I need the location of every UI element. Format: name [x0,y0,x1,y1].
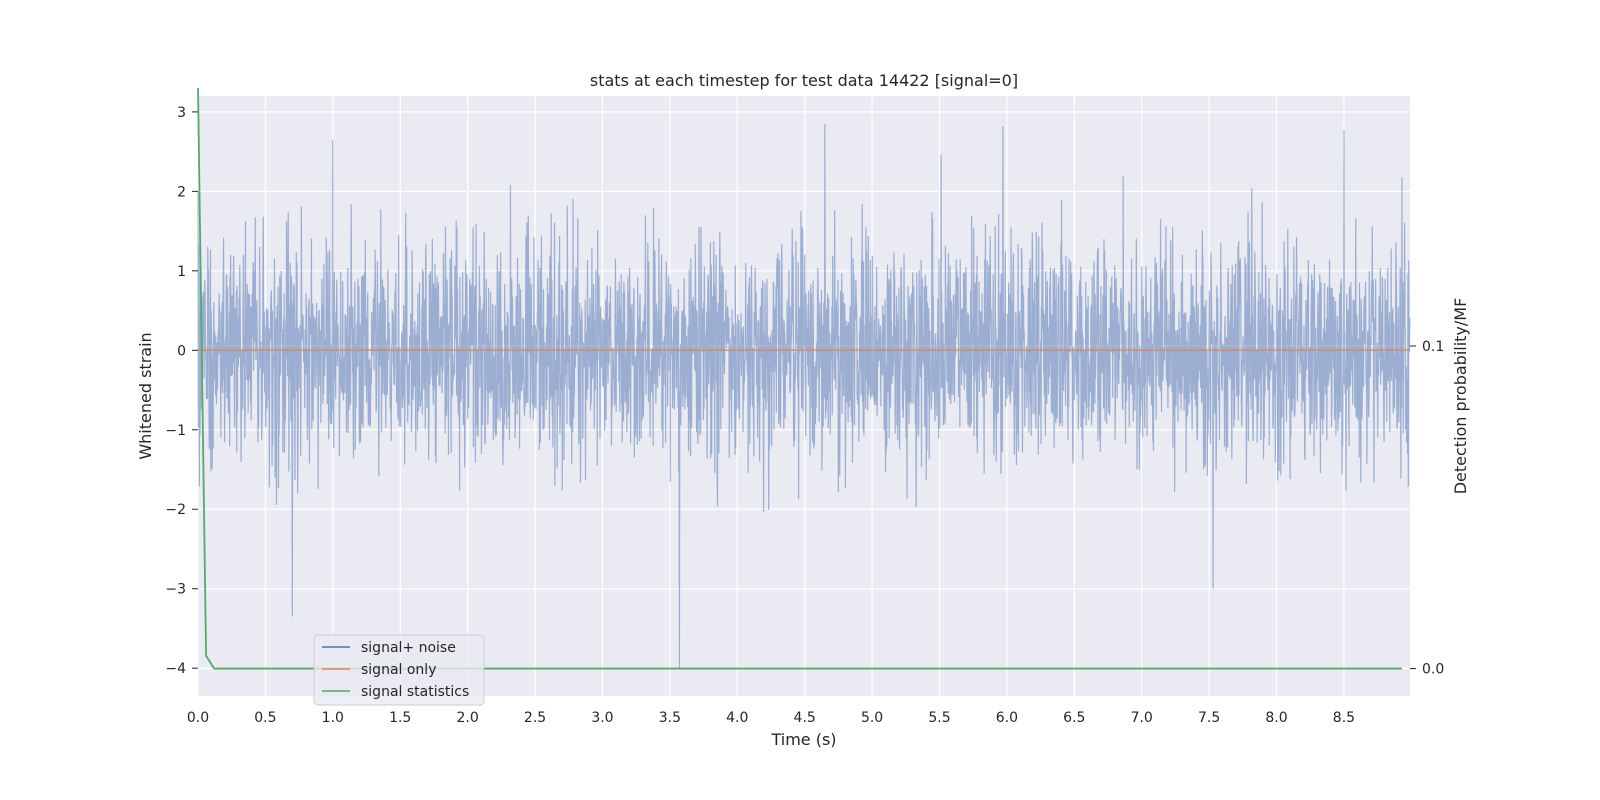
y-tick-label: 1 [177,264,186,280]
x-tick-label: 2.5 [524,710,546,726]
x-axis-title: Time (s) [770,730,836,749]
x-tick-label: 0.0 [187,710,209,726]
y-tick-label: −1 [165,423,186,439]
legend: signal+ noise signal only signal statist… [313,634,485,706]
x-tick-label: 7.0 [1131,710,1153,726]
y-tick-label: 2 [177,184,186,200]
y-tick-label: −4 [165,661,186,677]
x-tick-label: 4.5 [794,710,816,726]
legend-label-signal-noise: signal+ noise [361,640,456,656]
series-layer [197,87,1411,670]
x-tick-label: 8.0 [1265,710,1287,726]
legend-label-signal-statistics: signal statistics [361,684,469,700]
legend-box [313,634,485,706]
y-tick-label: −2 [165,502,186,518]
y-tick-label: 3 [177,105,186,121]
series-line-signal-noise [197,123,1411,669]
y-tick-label: 0 [177,343,186,359]
x-tick-label: 7.5 [1198,710,1220,726]
x-tick-label: 4.0 [726,710,748,726]
y-axis-title: Whitened strain [136,332,155,459]
y2-tick-label: 0.1 [1422,339,1444,355]
x-tick-label: 2.0 [457,710,479,726]
ticks: 0.0 0.5 1.0 1.5 2.0 2.5 3.0 3.5 4.0 4.5 5.0 5.5 6.0 6… [165,105,1444,726]
x-tick-label: 3.0 [591,710,613,726]
series-line-signal-statistics [197,87,1402,670]
x-tick-label: 5.0 [861,710,883,726]
x-tick-label: 1.5 [389,710,411,726]
y-tick-label: −3 [165,582,186,598]
x-tick-label: 6.0 [996,710,1018,726]
chart-title: stats at each timestep for test data 144… [590,71,1018,90]
x-tick-label: 1.0 [322,710,344,726]
x-tick-label: 5.5 [928,710,950,726]
y2-tick-label: 0.0 [1422,662,1444,678]
x-tick-label: 8.5 [1333,710,1355,726]
y2-axis-title: Detection probability/MF [1451,298,1470,495]
x-tick-label: 3.5 [659,710,681,726]
x-tick-label: 0.5 [254,710,276,726]
legend-label-signal-only: signal only [361,662,436,678]
x-tick-label: 6.5 [1063,710,1085,726]
